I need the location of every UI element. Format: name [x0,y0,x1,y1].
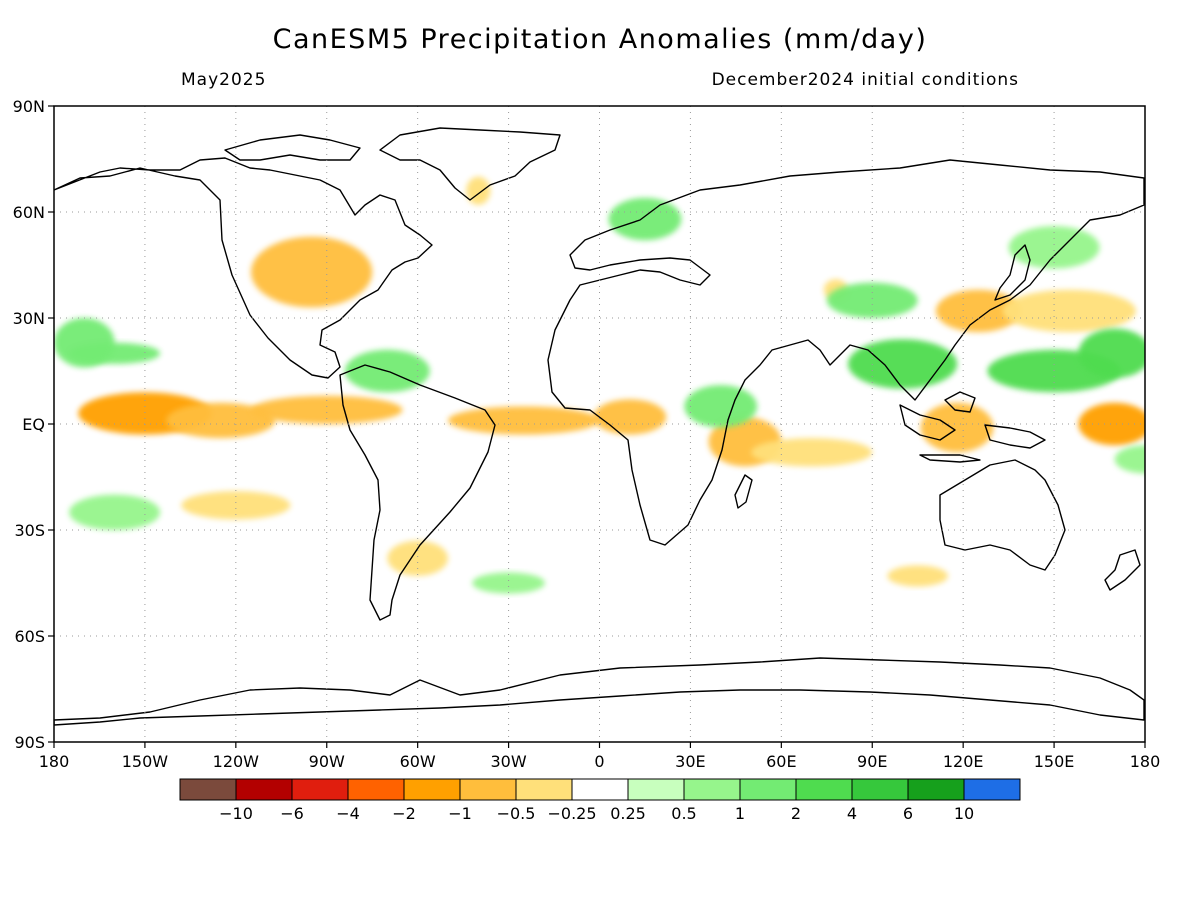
colorbar-label: −10 [219,804,253,823]
anomaly-region-20 [848,339,958,389]
colorbar-swatch [683,778,741,801]
anomaly-region-18 [54,318,115,368]
colorbar: −10 −6 −4 −2 −1 −0.5 −0.25 0.25 0.5 1 2 4 6 10 [179,778,1021,823]
colorbar-swatch [627,778,685,801]
lon-tick-label: 30E [675,752,705,771]
anomaly-region-22 [1078,328,1145,379]
lon-tick-label: 0 [594,752,604,771]
colorbar-swatch [347,778,405,801]
anomaly-region-8 [250,236,373,308]
lon-tick-label: 150E [1034,752,1075,771]
coastlines [54,127,1145,726]
lon-tick-label: 90W [309,752,345,771]
anomaly-region-27 [69,494,161,530]
axis-ticks: 180 150W 120W 90W 60W 30W 0 30E 60E 90E 120E 150E 18… [13,97,1161,771]
precipitation-anomaly-field [54,176,1145,594]
lat-tick-label: EQ [22,415,45,434]
lon-tick-label: 90E [857,752,887,771]
colorbar-label: −1 [448,804,472,823]
colorbar-swatch [571,778,629,801]
coastline-south-america [339,364,496,621]
lat-tick-label: 90S [14,733,45,752]
colorbar-label: 0.5 [671,804,696,823]
colorbar-label: 6 [903,804,913,823]
coastline-antarctica [54,657,1145,726]
colorbar-label: 0.25 [610,804,646,823]
map-title: CanESM5 Precipitation Anomalies (mm/day) [272,24,928,55]
colorbar-label: −6 [280,804,304,823]
anomaly-region-10 [1002,289,1136,333]
anomaly-region-3 [447,406,600,435]
initial-conditions-label: December2024 initial conditions [711,70,1019,90]
colorbar-label: 1 [735,804,745,823]
anomaly-region-28 [472,572,545,594]
lon-tick-label: 120E [943,752,984,771]
coastline-japan [994,244,1031,301]
colorbar-label: 10 [954,804,974,823]
anomaly-region-13 [751,438,873,467]
anomaly-region-11 [181,491,291,520]
anomaly-region-15 [466,176,491,205]
colorbar-label: −0.25 [547,804,596,823]
colorbar-swatch [739,778,797,801]
anomaly-region-9 [935,289,1021,333]
coastline-australia [939,459,1066,571]
colorbar-swatch [851,778,909,801]
lon-tick-label: 60E [766,752,796,771]
lon-tick-label: 30W [490,752,526,771]
graticule [54,106,1145,742]
lon-tick-label: 180 [1130,752,1161,771]
anomaly-region-4 [593,399,667,435]
forecast-month: May2025 [181,70,267,90]
coastline-arctic-islands [224,134,361,161]
colorbar-swatch [515,778,573,801]
colorbar-swatch [907,778,965,801]
lon-tick-label: 180 [39,752,70,771]
lon-tick-label: 120W [213,752,260,771]
coastline-new-zealand [1104,549,1141,591]
anomaly-region-14 [887,565,949,587]
anomaly-region-25 [608,197,682,241]
colorbar-swatch [291,778,349,801]
anomaly-region-2 [250,395,403,424]
lon-tick-label: 60W [400,752,436,771]
colorbar-swatch [179,778,237,801]
anomaly-region-23 [826,282,918,319]
anomaly-region-7 [1078,402,1145,446]
colorbar-label: −4 [336,804,360,823]
anomaly-region-29 [1114,445,1145,474]
lat-tick-label: 30N [13,309,45,328]
colorbar-swatch [963,778,1021,801]
lat-tick-label: 90N [13,97,45,116]
coastline-africa-europe-asia [547,159,1145,546]
coastline-maritime-continent [899,391,1046,463]
colorbar-swatch [459,778,517,801]
colorbar-swatch [795,778,853,801]
lat-tick-label: 30S [14,521,45,540]
coastline-madagascar [734,474,753,509]
coastline-north-america [54,157,433,379]
colorbar-label: −0.5 [497,804,536,823]
colorbar-label: −2 [392,804,416,823]
colorbar-label: 4 [847,804,857,823]
lat-tick-label: 60N [13,203,45,222]
anomaly-region-26 [1008,226,1100,269]
anomaly-region-12 [387,540,448,576]
colorbar-swatch [235,778,293,801]
anomaly-region-24 [684,385,758,428]
anomaly-region-1 [166,402,276,439]
lon-tick-label: 150W [122,752,169,771]
colorbar-label: 2 [791,804,801,823]
colorbar-swatch [403,778,461,801]
coastline-greenland [379,127,561,201]
lat-tick-label: 60S [14,627,45,646]
